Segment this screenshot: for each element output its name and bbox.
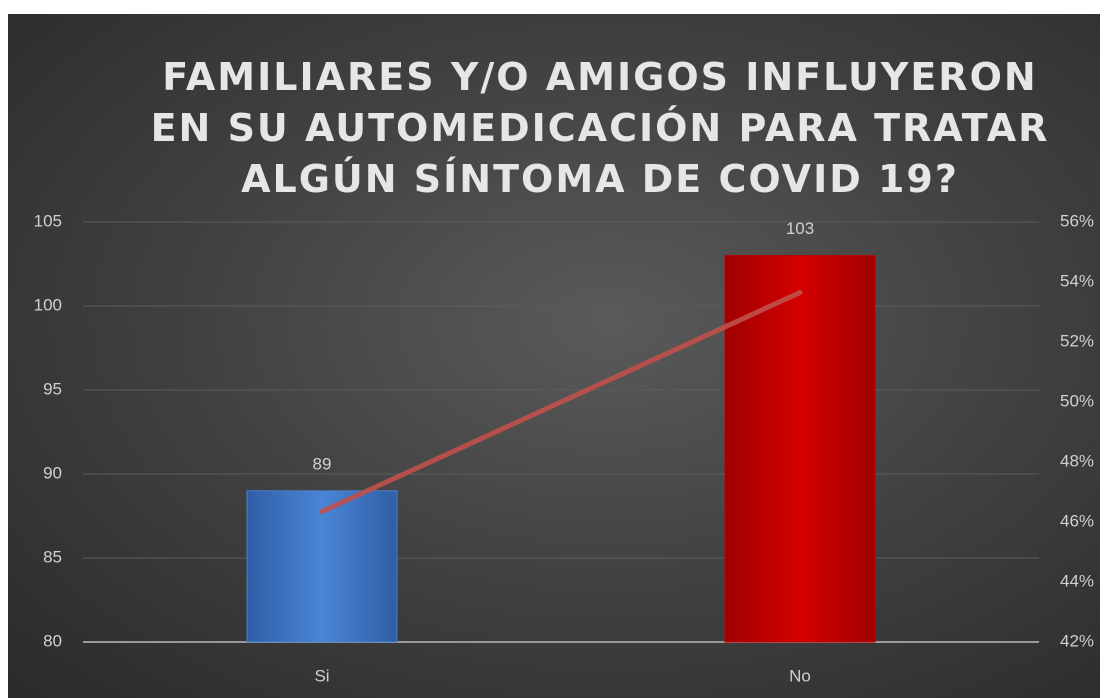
data-label: 89 [313, 454, 332, 473]
y-tick-label: 105 [34, 211, 62, 230]
bar [724, 255, 876, 643]
x-tick-label: No [789, 666, 811, 685]
chart-title: FAMILIARES Y/O AMIGOS INFLUYERON EN SU A… [150, 55, 1050, 201]
y2-tick-label: 56% [1060, 211, 1094, 230]
y-tick-label: 85 [43, 547, 62, 566]
chart-background [8, 14, 1100, 698]
data-label: 103 [786, 219, 814, 238]
y2-tick-label: 50% [1060, 391, 1094, 410]
y-tick-label: 100 [34, 295, 62, 314]
y2-tick-label: 42% [1060, 631, 1094, 650]
y2-tick-label: 52% [1060, 331, 1094, 350]
y-tick-label: 80 [43, 631, 62, 650]
y-tick-label: 95 [43, 379, 62, 398]
line [319, 290, 803, 514]
y-tick-label: 90 [43, 463, 62, 482]
y2-tick-label: 46% [1060, 511, 1094, 530]
bar [246, 490, 398, 643]
x-tick-label: Si [314, 666, 329, 685]
y2-tick-label: 54% [1060, 271, 1094, 290]
y2-tick-label: 44% [1060, 571, 1094, 590]
y2-tick-label: 48% [1060, 451, 1094, 470]
